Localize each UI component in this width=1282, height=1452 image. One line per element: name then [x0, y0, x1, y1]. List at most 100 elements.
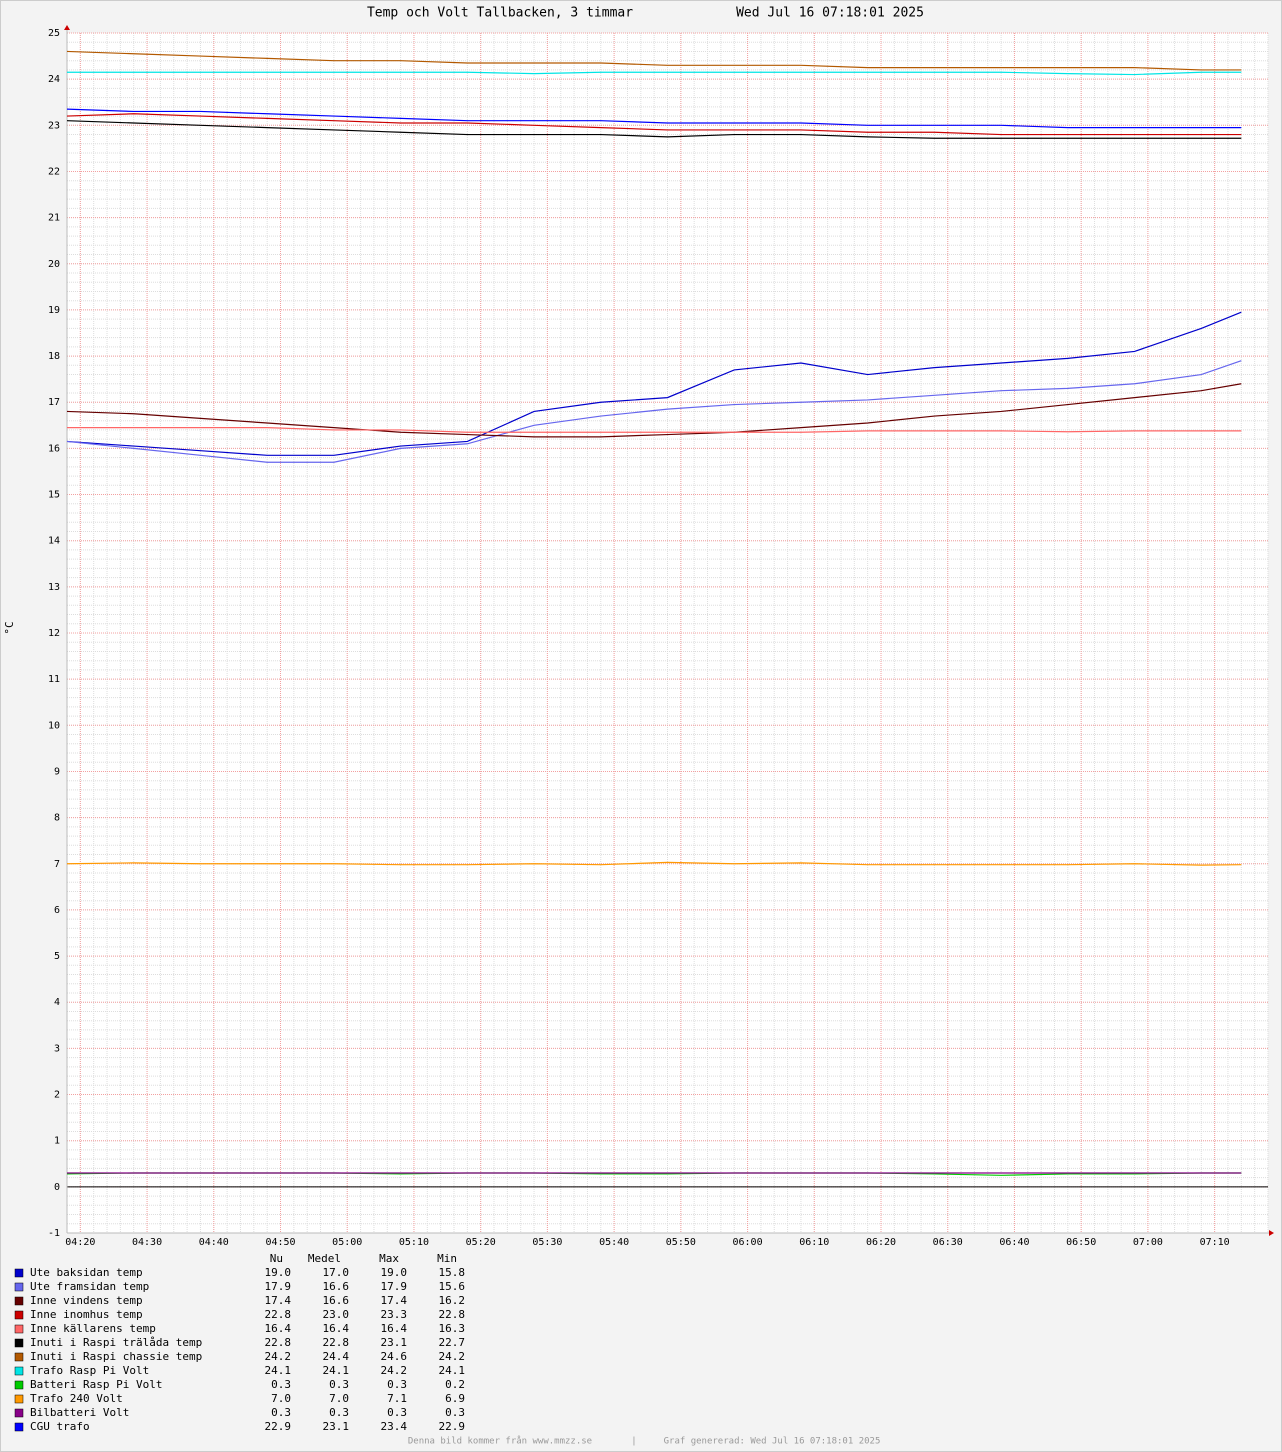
x-tick-label: 07:00 — [1133, 1237, 1163, 1248]
legend-label: Batteri Rasp Pi Volt — [30, 1378, 162, 1391]
legend-stat: 22.8 — [323, 1336, 350, 1349]
legend-label: Ute baksidan temp — [30, 1266, 143, 1279]
legend-stat: 0.3 — [387, 1406, 407, 1419]
series-line — [66, 50, 1242, 71]
series-line — [66, 108, 1242, 129]
legend-stat: 19.0 — [381, 1266, 408, 1279]
legend-swatch — [14, 1394, 24, 1404]
grid — [66, 32, 1269, 1234]
legend-stat: 6.9 — [445, 1392, 465, 1405]
y-tick-label: 10 — [48, 720, 60, 731]
legend-swatch — [14, 1408, 24, 1418]
legend-stat: 0.3 — [329, 1406, 349, 1419]
x-tick-label: 06:10 — [799, 1237, 829, 1248]
x-tick-label: 05:40 — [599, 1237, 629, 1248]
legend-label: CGU trafo — [30, 1420, 90, 1433]
y-tick-label: 13 — [48, 582, 60, 593]
legend-stat: 7.1 — [387, 1392, 407, 1405]
legend-stat: 0.2 — [445, 1378, 465, 1391]
legend-label: Inuti i Raspi chassie temp — [30, 1350, 202, 1363]
footer-separator: | — [631, 1437, 636, 1447]
y-tick-label: 3 — [54, 1043, 60, 1054]
y-tick-label: 11 — [48, 674, 60, 685]
legend-swatch — [14, 1282, 24, 1292]
legend-stat: 7.0 — [329, 1392, 349, 1405]
legend-swatch — [14, 1422, 24, 1432]
series-line — [66, 120, 1242, 139]
legend-column-header: Max — [379, 1252, 399, 1265]
legend-swatch — [14, 1310, 24, 1320]
x-tick-label: 06:40 — [999, 1237, 1029, 1248]
legend-label: Inuti i Raspi trälåda temp — [30, 1336, 202, 1349]
legend-stat: 24.4 — [323, 1350, 350, 1363]
legend-swatch — [14, 1296, 24, 1306]
legend-stat: 15.6 — [439, 1280, 466, 1293]
legend-stat: 0.3 — [271, 1406, 291, 1419]
series-line — [67, 71, 1242, 76]
x-tick-label: 05:50 — [666, 1237, 696, 1248]
legend-stat: 22.7 — [439, 1336, 466, 1349]
y-tick-label: 9 — [54, 766, 60, 777]
legend-stat: 16.6 — [323, 1294, 350, 1307]
legend-label: Trafo 240 Volt — [30, 1392, 123, 1405]
legend-stat: 16.4 — [381, 1322, 408, 1335]
legend-stat: 16.6 — [323, 1280, 350, 1293]
x-tick-label: 07:10 — [1200, 1237, 1230, 1248]
legend-stat: 17.9 — [381, 1280, 408, 1293]
y-tick-label: 22 — [48, 166, 60, 177]
legend-column-header: Medel — [308, 1252, 341, 1265]
footer-source: Denna bild kommer från www.mmzz.se — [408, 1436, 592, 1447]
legend-stat: 24.1 — [265, 1364, 292, 1377]
x-tick-label: 04:40 — [199, 1237, 229, 1248]
axis-arrow — [1269, 1230, 1274, 1236]
chart-title: Temp och Volt Tallbacken, 3 timmar — [367, 6, 633, 21]
x-tick-label: 05:10 — [399, 1237, 429, 1248]
x-tick-label: 04:50 — [265, 1237, 295, 1248]
legend-stat: 0.3 — [329, 1378, 349, 1391]
x-tick-label: 06:30 — [933, 1237, 963, 1248]
legend-label: Bilbatteri Volt — [30, 1406, 129, 1419]
x-tick-label: 05:20 — [466, 1237, 496, 1248]
legend-stat: 23.1 — [381, 1336, 408, 1349]
y-tick-label: 16 — [48, 443, 60, 454]
legend-stat: 22.9 — [439, 1420, 466, 1433]
legend-stat: 24.6 — [381, 1350, 408, 1363]
legend-stat: 17.4 — [381, 1294, 408, 1307]
series-line — [67, 427, 1242, 433]
y-tick-label: 0 — [54, 1182, 60, 1193]
series-line — [66, 383, 1242, 438]
legend-stat: 15.8 — [439, 1266, 466, 1279]
legend-stat: 23.0 — [323, 1308, 350, 1321]
legend-label: Trafo Rasp Pi Volt — [30, 1364, 149, 1377]
x-tick-label: 05:00 — [332, 1237, 362, 1248]
y-tick-label: 15 — [48, 490, 60, 501]
legend-stat: 19.0 — [265, 1266, 292, 1279]
legend-stat: 22.9 — [265, 1420, 292, 1433]
x-tick-label: 05:30 — [532, 1237, 562, 1248]
legend-swatch — [14, 1380, 24, 1390]
legend-stat: 0.3 — [387, 1378, 407, 1391]
legend-stat: 16.4 — [265, 1322, 292, 1335]
legend-column-header: Nu — [270, 1252, 283, 1265]
legend-stat: 17.0 — [323, 1266, 350, 1279]
y-tick-label: 5 — [54, 951, 60, 962]
series-line — [66, 861, 1242, 866]
legend-stat: 0.3 — [445, 1406, 465, 1419]
legend-stat: 16.4 — [323, 1322, 350, 1335]
legend-stat: 0.3 — [271, 1378, 291, 1391]
x-tick-label: 04:30 — [132, 1237, 162, 1248]
x-tick-label: 06:50 — [1066, 1237, 1096, 1248]
legend-label: Ute framsidan temp — [30, 1280, 149, 1293]
series-line — [66, 360, 1242, 463]
chart-subtitle: Wed Jul 16 07:18:01 2025 — [736, 6, 924, 21]
x-tick-label: 06:00 — [733, 1237, 763, 1248]
legend-stat: 22.8 — [265, 1308, 292, 1321]
legend-stat: 23.3 — [381, 1308, 408, 1321]
legend-swatch — [14, 1366, 24, 1376]
legend-stat: 23.1 — [323, 1420, 350, 1433]
legend-stat: 22.8 — [439, 1308, 466, 1321]
y-tick-label: 6 — [54, 905, 60, 916]
legend-label: Inne inomhus temp — [30, 1308, 143, 1321]
